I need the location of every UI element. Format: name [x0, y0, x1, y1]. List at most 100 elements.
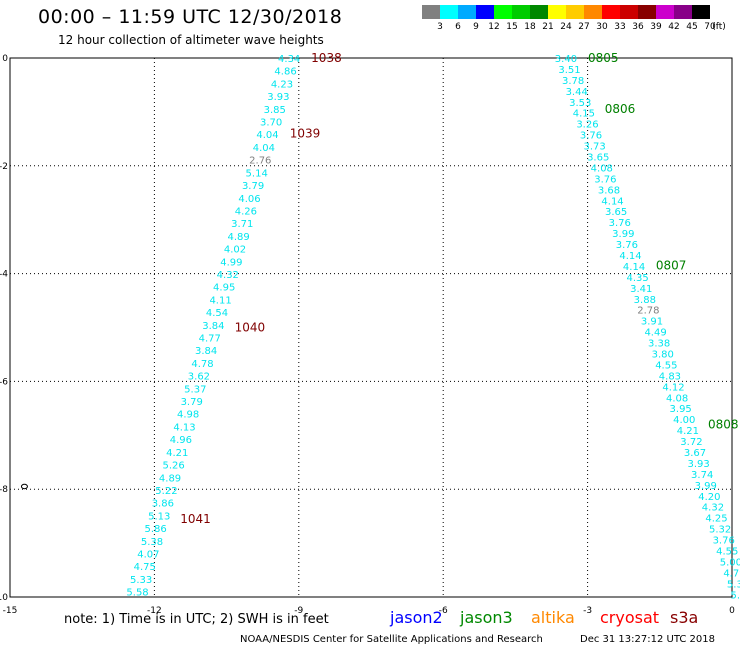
wave-height-value: 4.14 — [601, 196, 623, 207]
satellite-label: jason2 — [390, 608, 443, 627]
wave-height-value: 3.93 — [687, 459, 709, 470]
wave-height-value: 4.23 — [271, 79, 293, 90]
wave-height-value: 3.76 — [594, 174, 616, 185]
wave-height-value: 4.00 — [673, 415, 695, 426]
wave-height-value: 3.95 — [670, 404, 692, 415]
track-time-label: 1041 — [180, 512, 211, 526]
page-title: 00:00 – 11:59 UTC 12/30/2018 — [38, 6, 343, 28]
wave-height-value: 5.00 — [720, 557, 740, 568]
wave-height-value: 4.96 — [170, 435, 192, 446]
track-time-label: 1039 — [290, 126, 321, 140]
scale-swatch — [584, 5, 602, 19]
wave-height-value: 4.15 — [573, 109, 595, 120]
wave-height-value: 4.08 — [591, 163, 613, 174]
track-time-label: 0807 — [656, 259, 687, 273]
island-outline — [20, 483, 28, 490]
scale-label: 18 — [524, 22, 536, 32]
scale-swatch — [620, 5, 638, 19]
scale-label: 15 — [506, 22, 518, 32]
wave-height-value: 4.89 — [159, 473, 181, 484]
wave-height-value: 5.14 — [246, 168, 268, 179]
track-time-label: 1038 — [311, 51, 342, 65]
scale-label: 70 — [704, 22, 716, 32]
wave-height-value: 5.13 — [148, 511, 170, 522]
wave-height-value: 3.38 — [648, 339, 670, 350]
wave-height-value: 4.54 — [206, 308, 228, 319]
footer-note: note: 1) Time is in UTC; 2) SWH is in fe… — [64, 612, 329, 627]
wave-height-value: 3.99 — [612, 229, 634, 240]
scale-swatch — [548, 5, 566, 19]
satellite-label: jason3 — [460, 608, 513, 627]
wave-height-value: 5.31 — [727, 579, 740, 590]
wave-height-value: 4.34 — [278, 54, 300, 65]
wave-height-value: 2.76 — [249, 156, 271, 167]
wave-height-value: 4.06 — [238, 194, 260, 205]
scale-swatch — [512, 5, 530, 19]
wave-height-value: 3.26 — [576, 120, 598, 131]
scale-label: 42 — [668, 22, 680, 32]
wave-height-value: 4.77 — [199, 334, 221, 345]
scale-swatch — [494, 5, 512, 19]
wave-height-value: 3.65 — [605, 207, 627, 218]
wave-height-value: 3.40 — [555, 54, 577, 65]
wave-height-value: 5.30 — [730, 590, 740, 601]
y-tick-label: 0 — [2, 54, 8, 64]
wave-height-value: 3.70 — [260, 118, 282, 129]
satellite-label: s3a — [670, 608, 699, 627]
scale-swatch — [530, 5, 548, 19]
scale-swatch — [476, 5, 494, 19]
wave-height-value: 4.89 — [228, 232, 250, 243]
map-frame — [9, 57, 733, 598]
wave-height-value: 3.41 — [630, 284, 652, 295]
wave-height-value: 4.86 — [274, 67, 296, 78]
scale-swatch — [602, 5, 620, 19]
scale-label: 24 — [560, 22, 572, 32]
wave-height-value: 4.07 — [137, 549, 159, 560]
scale-swatch — [692, 5, 710, 19]
x-tick-label: -12 — [147, 606, 162, 616]
wave-height-value: 3.91 — [641, 317, 663, 328]
wave-height-value: 3.76 — [609, 218, 631, 229]
wave-height-value: 4.78 — [191, 359, 213, 370]
wave-height-value: 5.38 — [141, 537, 163, 548]
wave-height-value: 4.21 — [166, 448, 188, 459]
wave-height-value: 4.99 — [220, 257, 242, 268]
wave-height-value: 5.33 — [130, 575, 152, 586]
wave-height-value: 3.76 — [713, 536, 735, 547]
wave-height-value: 3.84 — [195, 346, 217, 357]
scale-label: 21 — [542, 22, 554, 32]
wave-height-value: 4.35 — [627, 273, 649, 284]
wave-height-value: 5.58 — [126, 588, 148, 599]
wave-height-value: 4.14 — [623, 262, 645, 273]
wave-height-value: 3.71 — [231, 219, 253, 230]
track-time-label: 0808 — [708, 418, 739, 432]
scale-swatch — [638, 5, 656, 19]
wave-height-value: 3.67 — [684, 448, 706, 459]
wave-height-value: 4.12 — [662, 382, 684, 393]
wave-height-value: 3.76 — [580, 131, 602, 142]
scale-label: 36 — [632, 22, 644, 32]
wave-height-value: 4.20 — [698, 492, 720, 503]
wave-height-value: 5.37 — [184, 384, 206, 395]
scale-swatch — [440, 5, 458, 19]
wave-height-value: 4.32 — [217, 270, 239, 281]
wave-height-value: 4.55 — [716, 547, 738, 558]
scale-swatch — [422, 5, 440, 19]
credit-line: NOAA/NESDIS Center for Satellite Applica… — [240, 634, 543, 645]
wave-height-value: 4.79 — [723, 568, 740, 579]
scale-label: 33 — [614, 22, 626, 32]
wave-height-value: 5.26 — [163, 461, 185, 472]
wave-height-value: 3.44 — [566, 87, 588, 98]
x-tick-label: -3 — [583, 606, 592, 616]
scale-label: 6 — [455, 22, 461, 32]
scale-label: 3 — [437, 22, 443, 32]
x-tick-label: 0 — [729, 606, 735, 616]
wave-height-value: 5.32 — [709, 525, 731, 536]
x-tick-label: -6 — [439, 606, 448, 616]
wave-height-value: 3.88 — [634, 295, 656, 306]
wave-height-value: 4.04 — [253, 143, 275, 154]
wave-height-value: 4.04 — [256, 130, 278, 141]
scale-swatch — [674, 5, 692, 19]
y-tick-label: -10 — [0, 593, 8, 603]
